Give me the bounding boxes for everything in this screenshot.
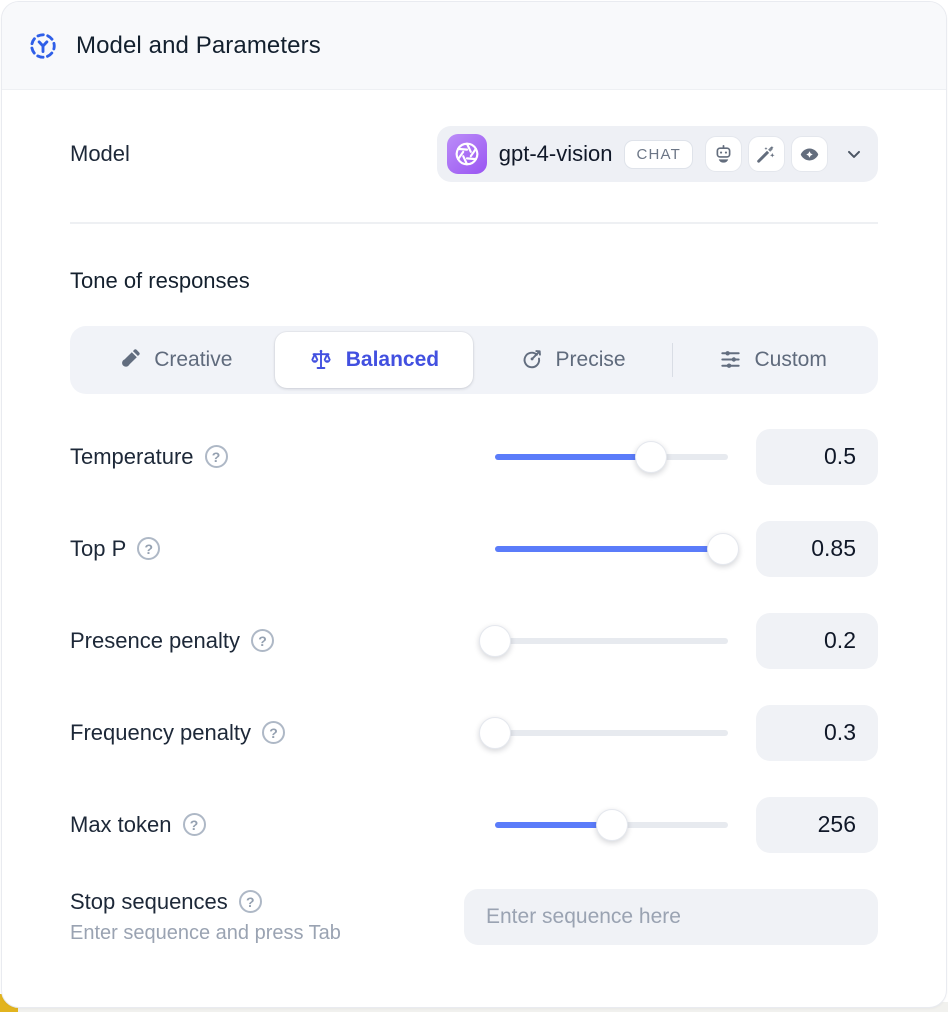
slider-fill [495, 453, 652, 460]
slider-fill [495, 821, 612, 828]
top-p-value: 0.85 [756, 520, 878, 577]
max-token-value: 256 [756, 796, 878, 853]
target-icon [520, 348, 543, 371]
frequency-penalty-slider[interactable] [479, 716, 728, 750]
slider-fill [495, 545, 724, 552]
presence-penalty-value: 0.2 [756, 612, 878, 669]
tone-option-precise[interactable]: Precise [473, 332, 672, 388]
max-token-slider[interactable] [495, 808, 728, 842]
tone-option-creative[interactable]: Creative [76, 332, 275, 388]
model-name: gpt-4-vision [498, 141, 613, 166]
stop-sequence-input[interactable] [464, 888, 878, 945]
param-label: Presence penalty [70, 627, 240, 653]
param-label: Frequency penalty [70, 719, 251, 745]
eye-vision-icon [791, 136, 828, 172]
openai-logo [446, 134, 487, 174]
scale-icon [309, 348, 333, 372]
slider-thumb[interactable] [479, 716, 511, 749]
sliders-icon [719, 348, 742, 371]
param-row-top-p: Top P ? 0.85 [70, 520, 878, 577]
tone-option-label: Custom [754, 347, 827, 371]
temperature-value: 0.5 [756, 428, 878, 485]
chevron-down-icon [844, 144, 864, 164]
slider-thumb[interactable] [595, 808, 628, 841]
help-icon[interactable]: ? [204, 445, 228, 468]
param-label: Top P [70, 535, 127, 561]
temperature-slider[interactable] [495, 440, 728, 474]
param-label: Temperature [70, 443, 194, 469]
brush-icon [118, 348, 141, 371]
param-row-presence-penalty: Presence penalty ? 0.2 [70, 612, 878, 669]
tone-option-label: Precise [555, 347, 626, 371]
chat-type-badge: CHAT [624, 139, 693, 169]
tone-heading: Tone of responses [70, 267, 250, 293]
tone-segmented-control: Creative Balanced [70, 325, 878, 394]
slider-thumb[interactable] [479, 624, 511, 657]
help-icon[interactable]: ? [182, 813, 206, 836]
stop-sequences-label: Stop sequences [70, 888, 228, 914]
model-network-icon [28, 31, 58, 61]
top-p-slider[interactable] [495, 532, 740, 566]
model-select[interactable]: gpt-4-vision CHAT [436, 126, 878, 182]
wand-sparkles-icon [748, 136, 785, 172]
help-icon[interactable]: ? [238, 890, 262, 913]
capability-chips [705, 136, 828, 172]
frequency-penalty-value: 0.3 [756, 704, 878, 761]
presence-penalty-slider[interactable] [479, 624, 728, 658]
param-label: Max token [70, 811, 172, 837]
slider-track [495, 729, 728, 736]
section-divider [70, 222, 878, 224]
tone-option-label: Balanced [345, 347, 440, 371]
help-icon[interactable]: ? [251, 629, 274, 652]
tone-option-label: Creative [154, 347, 233, 371]
parameters-list: Temperature ? 0.5 Top P ? [70, 428, 878, 945]
slider-track [495, 637, 728, 644]
panel-header: Model and Parameters [2, 2, 946, 90]
param-row-frequency-penalty: Frequency penalty ? 0.3 [70, 704, 878, 761]
param-row-max-token: Max token ? 256 [70, 796, 878, 853]
tone-option-custom[interactable]: Custom [673, 332, 872, 388]
help-icon[interactable]: ? [137, 537, 161, 560]
stop-sequences-hint: Enter sequence and press Tab [70, 921, 341, 944]
slider-thumb[interactable] [635, 440, 668, 473]
segment-separator [671, 342, 674, 377]
slider-thumb[interactable] [707, 532, 740, 565]
robot-icon [705, 136, 742, 172]
tone-option-balanced[interactable]: Balanced [274, 331, 474, 388]
help-icon[interactable]: ? [262, 721, 285, 744]
model-label: Model [70, 141, 130, 166]
model-row: Model gpt-4-vision CH [70, 126, 878, 182]
panel-title: Model and Parameters [76, 31, 321, 59]
stop-sequences-row: Stop sequences ? Enter sequence and pres… [70, 888, 878, 945]
param-row-temperature: Temperature ? 0.5 [70, 428, 878, 485]
